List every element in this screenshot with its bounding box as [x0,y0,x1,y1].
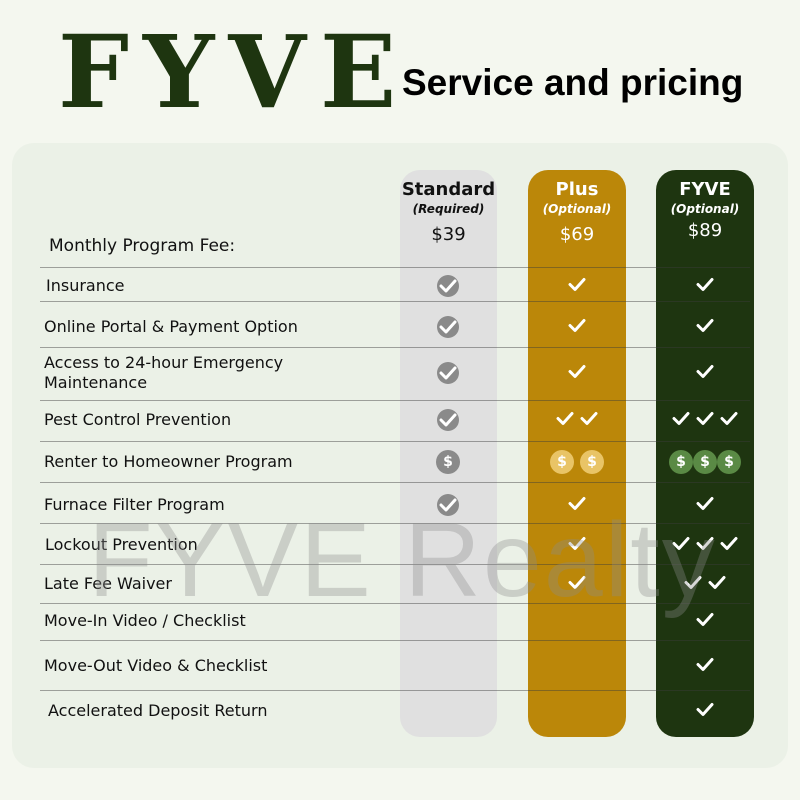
feature-label: Furnace Filter Program [44,495,225,514]
row-divider [40,523,750,524]
fyve-logo: FYVE [58,13,411,131]
check-icon [580,411,598,430]
check-icon [696,657,714,676]
check-icon [568,496,586,515]
feature-cell [437,409,459,431]
feature-label: Move-Out Video & Checklist [44,656,268,675]
check-icon [720,411,738,430]
plan-price: $39 [431,224,466,245]
check-circle-icon [437,409,459,431]
row-divider [40,301,750,302]
feature-label: Insurance [46,276,125,295]
feature-cell [568,496,586,515]
dollar-icon: $ [580,450,604,474]
feature-cell [568,575,586,594]
check-icon [696,612,714,631]
check-icon [696,536,714,555]
dollar-icon: $ [717,450,741,474]
feature-label: Accelerated Deposit Return [48,701,268,720]
row-divider [40,347,750,348]
check-icon [672,536,690,555]
feature-label: Lockout Prevention [45,535,198,554]
feature-cell [568,364,586,383]
row-divider [40,564,750,565]
check-icon [720,536,738,555]
check-icon [696,411,714,430]
feature-cell [696,612,714,631]
feature-cell [696,702,714,721]
plan-name: Standard [401,179,496,200]
feature-cell [684,575,726,594]
plan-price: $89 [687,220,723,241]
feature-label: Move-In Video / Checklist [44,611,246,630]
plan-column-plus: Plus (Optional) $69 [528,170,626,737]
plan-price: $69 [559,224,595,245]
feature-cell [696,496,714,515]
check-icon [684,575,702,594]
check-icon [556,411,574,430]
feature-label: Online Portal & Payment Option [44,317,298,336]
dollar-icon: $ [693,450,717,474]
feature-cell [568,318,586,337]
feature-cell [696,277,714,296]
plan-note: (Optional) [670,202,740,216]
row-divider [40,690,750,691]
check-icon [568,277,586,296]
check-icon [696,496,714,515]
feature-label: Pest Control Prevention [44,410,232,429]
row-divider [40,640,750,641]
feature-cell [437,275,459,297]
feature-label: Late Fee Waiver [44,574,172,593]
check-icon [568,575,586,594]
feature-cell [556,411,598,430]
feature-cell [672,411,738,430]
dollar-icon: $ [550,450,574,474]
feature-cell [672,536,738,555]
feature-cell [696,364,714,383]
feature-cell: $ $ [550,450,604,474]
check-icon [708,575,726,594]
check-icon [696,702,714,721]
feature-label: Renter to Homeowner Program [44,452,293,471]
row-divider [40,400,750,401]
check-circle-icon [437,316,459,338]
check-icon [672,411,690,430]
check-circle-icon [437,362,459,384]
dollar-icon: $ [436,450,460,474]
check-icon [696,318,714,337]
check-icon [568,364,586,383]
check-icon [696,364,714,383]
page-title: Service and pricing [402,62,744,103]
feature-cell [696,657,714,676]
check-icon [696,277,714,296]
feature-cell [568,536,586,555]
feature-cell [437,316,459,338]
feature-label: Access to 24-hour Emergency Maintenance [44,353,284,392]
feature-cell: $ [436,450,460,474]
plan-note: (Required) [412,202,485,216]
check-icon [568,536,586,555]
feature-cell [568,277,586,296]
feature-cell [696,318,714,337]
plan-name: FYVE [679,179,731,200]
row-divider [40,603,750,604]
dollar-icon: $ [669,450,693,474]
feature-cell [437,494,459,516]
plan-note: (Optional) [542,202,612,216]
check-circle-icon [437,275,459,297]
feature-cell [437,362,459,384]
feature-cell: $ $ $ [669,450,741,474]
plan-name: Plus [555,179,599,200]
check-icon [568,318,586,337]
check-circle-icon [437,494,459,516]
row-divider [40,441,750,442]
row-divider [40,267,750,268]
row-divider [40,482,750,483]
fee-label: Monthly Program Fee: [49,236,236,256]
